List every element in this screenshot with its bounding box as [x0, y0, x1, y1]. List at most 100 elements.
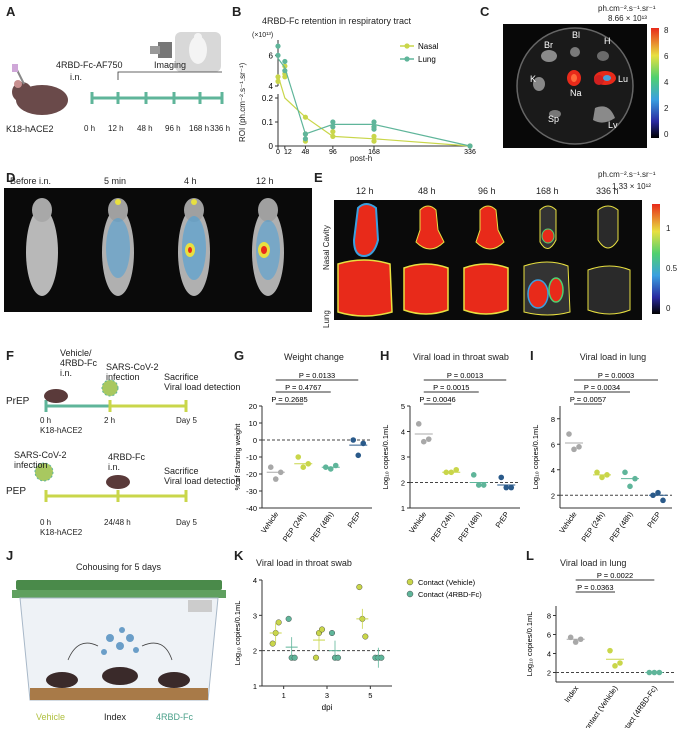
data-point-lung [282, 68, 288, 74]
pep-tday5: Day 5 [176, 518, 197, 527]
data-point [362, 633, 369, 640]
p-value-label: P = 0.0046 [419, 395, 455, 404]
data-point [660, 497, 666, 504]
data-point [498, 474, 505, 481]
x-tick-label: Contact (Vehicle) [580, 684, 620, 728]
x-tick-label: 5 [368, 691, 372, 700]
virus-icon [101, 379, 119, 397]
data-point [420, 438, 427, 445]
prep-t0: 0 h [40, 416, 52, 425]
data-point-lung [275, 43, 281, 49]
imaging-label: Imaging [154, 60, 187, 70]
lung-336h [587, 265, 631, 315]
x-tick-label: 0 [276, 149, 280, 154]
data-point-nasal [275, 78, 281, 84]
data-point [334, 654, 341, 661]
x-tick-label: PEP (48h) [607, 510, 634, 544]
cage-lid [16, 580, 222, 590]
time-48h: 48 h [137, 124, 153, 133]
panel-c-image [503, 24, 659, 148]
y-tick-label: 4 [547, 650, 551, 659]
y-tick-label: 0 [269, 142, 274, 151]
data-point [627, 483, 633, 490]
p-value-label: P = 0.0057 [570, 395, 606, 404]
panel-e-max: 1.33 × 10¹² [612, 182, 651, 191]
data-point [318, 626, 325, 633]
y-tick-label: 2 [253, 647, 257, 656]
data-point-lung [275, 52, 281, 58]
data-point-lung [330, 124, 336, 130]
p-value-label: P = 0.0022 [597, 571, 633, 580]
e-time-96h: 96 h [478, 186, 496, 196]
data-point [503, 484, 510, 491]
data-point [655, 489, 661, 496]
prep-label: PrEP [6, 396, 30, 407]
data-point-nasal [282, 63, 288, 69]
y-tick-label: -10 [246, 453, 257, 462]
y-tick-label: 3 [401, 453, 405, 462]
x-tick-label: 1 [282, 691, 286, 700]
mouse-4h [178, 198, 210, 296]
panel-label-e: E [314, 170, 323, 185]
mouse-before [26, 198, 58, 296]
legend-marker [404, 56, 410, 62]
prep-treatment: Vehicle/ 4RBD-Fc i.n. [60, 348, 98, 378]
chart-l-title: Viral load in lung [560, 558, 627, 568]
chart-b-ylabel: ROI (ph.cm⁻².s⁻¹.sr⁻¹) [238, 62, 247, 142]
time-0h: 0 h [84, 124, 96, 133]
data-point-nasal [302, 114, 309, 120]
p-value-label: P = 0.0015 [433, 383, 469, 392]
d-label-4h: 4 h [184, 176, 197, 186]
panel-label-d: D [6, 170, 16, 185]
x-tick-label: Index [562, 684, 580, 704]
p-value-label: P = 0.2685 [271, 395, 307, 404]
legend-label: Contact (4RBD-Fc) [418, 590, 482, 599]
data-point [617, 660, 623, 666]
j-label-vehicle: Vehicle [36, 712, 66, 722]
x-tick-label: 96 [329, 149, 337, 154]
p-value-label: P = 0.0363 [577, 583, 613, 592]
data-point-nasal [275, 74, 281, 80]
organ-na: Na [570, 88, 582, 98]
y-tick-label: 1 [401, 504, 405, 513]
scale-c-0: 0 [664, 130, 669, 139]
p-value-label: P = 0.0003 [598, 371, 634, 380]
data-point [328, 629, 335, 636]
x-tick-label: 12 [284, 149, 292, 154]
x-axis-label: dpi [322, 703, 333, 712]
data-point [312, 654, 319, 661]
y-tick-label: 6 [269, 51, 274, 60]
data-point [285, 615, 292, 622]
data-point [607, 647, 613, 654]
p-value-label: P = 0.4767 [285, 383, 321, 392]
data-point-lung [330, 119, 336, 125]
series-line-nasal [277, 75, 471, 147]
y-axis-label: Log₁₀ copies/0.1mL [381, 425, 390, 490]
p-value-label: P = 0.0013 [447, 371, 483, 380]
data-point-nasal [330, 133, 336, 139]
y-tick-label: 8 [551, 415, 555, 424]
pep-label: PEP [6, 486, 27, 497]
panel-e-image [334, 200, 660, 320]
data-point [599, 474, 605, 481]
x-tick-label: 3 [325, 691, 329, 700]
data-point-nasal [371, 138, 377, 144]
data-point [272, 476, 279, 482]
legend-marker [406, 578, 414, 586]
x-tick-label: PEP (24h) [429, 510, 456, 544]
prep-infection: SARS-CoV-2 infection [106, 362, 159, 382]
legend-label: Contact (Vehicle) [418, 578, 476, 587]
y-tick-label: -40 [246, 504, 257, 513]
pep-mouse-icon [106, 475, 130, 489]
vehicle-mouse-icon [46, 672, 78, 688]
data-point-lung [371, 126, 377, 132]
p-value-label: P = 0.0034 [584, 383, 620, 392]
data-point [622, 469, 628, 476]
y-tick-label: -20 [246, 470, 257, 479]
chart-l-svg: 2 4 6 8 Log₁₀ copies/0.1mL Index Contact (Vehi… [525, 571, 674, 728]
e-row-nasal: Nasal Cavity [322, 225, 331, 270]
x-tick-label: Vehicle [259, 510, 280, 535]
y-tick-label: 6 [551, 440, 555, 449]
mouse-strain-label: K18-hACE2 [6, 124, 54, 134]
pep-virus-icon [34, 462, 54, 482]
